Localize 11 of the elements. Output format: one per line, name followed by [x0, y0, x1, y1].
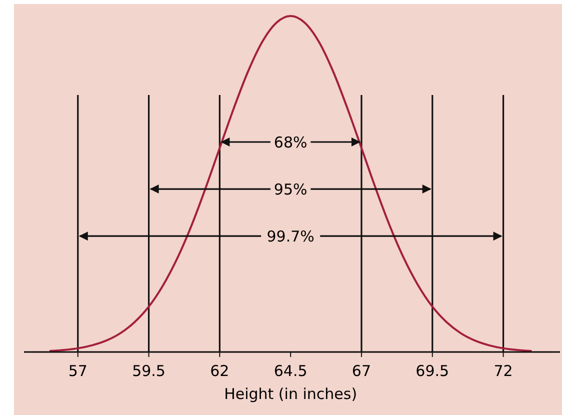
annotation: 95%	[274, 180, 308, 199]
x-tick-label: 69.5	[416, 362, 450, 380]
x-tick-label: 62	[210, 362, 230, 380]
x-tick-label: 72	[494, 362, 513, 380]
annotation: 99.7%	[266, 228, 314, 246]
x-tick-label: 67	[352, 362, 372, 380]
x-tick-label: 64.5	[274, 362, 308, 380]
x-tick-label: 59.5	[132, 362, 166, 380]
x-tick-label: 57	[68, 362, 88, 380]
x-axis-title: Height (in inches)	[224, 385, 358, 403]
annotation: 68%	[274, 134, 308, 152]
